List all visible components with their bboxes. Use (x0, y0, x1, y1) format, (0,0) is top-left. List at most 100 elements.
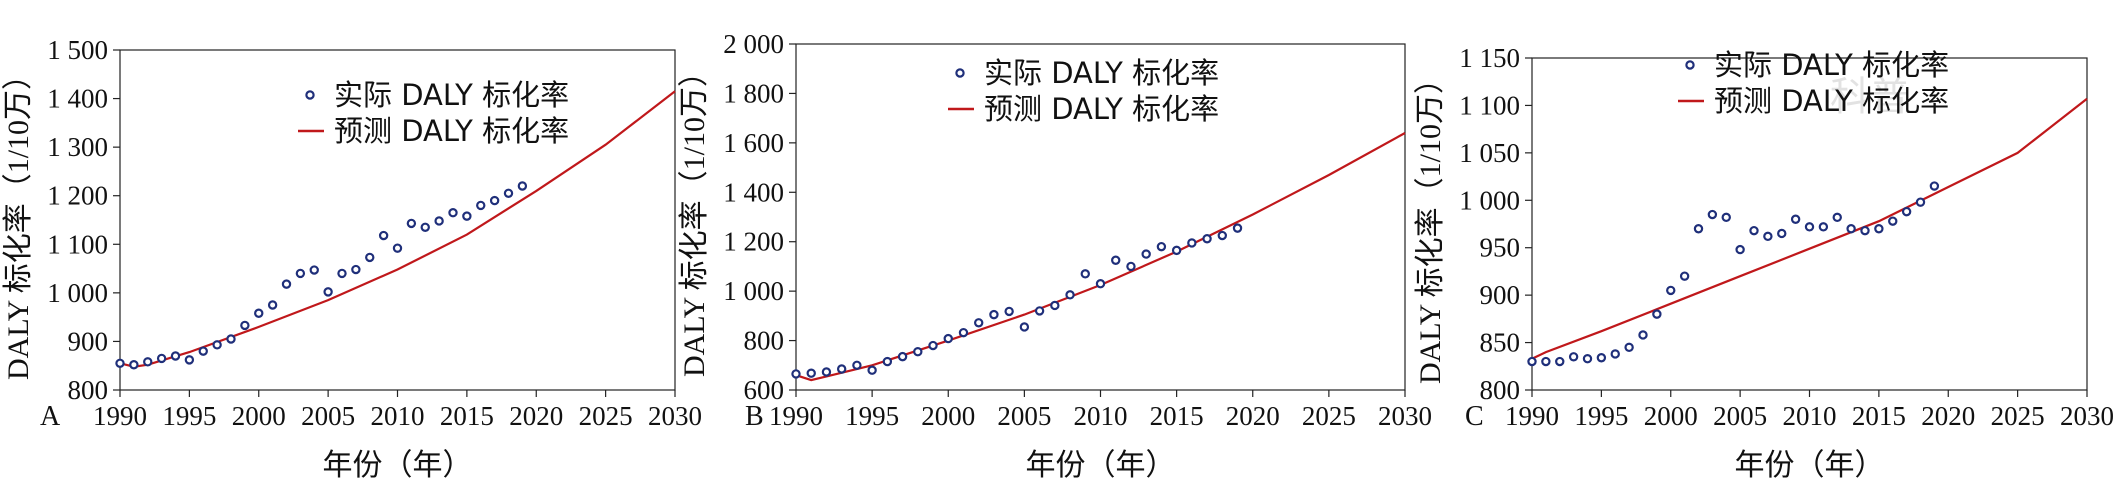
observed-point (1624, 342, 1634, 353)
y-tick-label: 850 (1480, 328, 1521, 358)
x-axis-title: 年份（年） (1735, 449, 1885, 482)
x-tick-label: 2025 (579, 401, 633, 431)
y-tick-label: 1 100 (47, 229, 108, 259)
legend-marker-observed (955, 68, 965, 78)
observed-point (129, 360, 139, 370)
observed-point (1832, 212, 1842, 223)
observed-point (1693, 224, 1704, 234)
observed-point (1050, 300, 1060, 311)
observed-point (1232, 223, 1243, 233)
observed-point (212, 340, 222, 350)
observed-point (448, 208, 458, 218)
predicted-line (795, 132, 1406, 382)
y-tick-label: 1 150 (1459, 43, 1520, 73)
observed-point (989, 309, 999, 320)
x-tick-label: 1995 (845, 401, 899, 431)
y-tick-label: 1 200 (47, 181, 108, 211)
y-tick-label: 2 000 (723, 29, 784, 59)
observed-point (1156, 241, 1167, 252)
x-tick-label: 2010 (371, 401, 425, 431)
x-tick-label: 1990 (769, 401, 823, 431)
observed-point (1541, 356, 1551, 367)
y-tick-label: 1 200 (723, 227, 784, 257)
y-tick-label: 1 050 (1459, 138, 1520, 168)
x-tick-label: 2015 (1852, 401, 1906, 431)
observed-point (1749, 225, 1759, 236)
y-tick-label: 1 100 (1459, 90, 1520, 120)
observed-point (1777, 228, 1787, 239)
observed-point (198, 346, 208, 356)
observed-point (1666, 285, 1676, 296)
x-tick-label: 2020 (1226, 401, 1280, 431)
panel-label: B (745, 401, 764, 432)
panel-label: C (1465, 401, 1484, 432)
x-tick-label: 2010 (1783, 401, 1837, 431)
observed-point (882, 356, 893, 367)
observed-point (791, 369, 801, 379)
observed-point (295, 268, 306, 279)
observed-point (337, 268, 347, 279)
observed-point (1638, 330, 1648, 340)
observed-point (1915, 197, 1926, 207)
observed-point (1141, 249, 1151, 259)
observed-point (1818, 222, 1829, 232)
y-tick-label: 1 400 (47, 84, 108, 114)
observed-point (1888, 216, 1898, 226)
observed-point (254, 308, 264, 318)
x-tick-label: 2020 (509, 401, 563, 431)
observed-point (143, 357, 153, 367)
observed-point (309, 265, 319, 275)
observed-point (1679, 271, 1690, 281)
observed-point (928, 340, 938, 351)
observed-point (1065, 290, 1075, 300)
y-tick-label: 800 (1480, 375, 1521, 405)
observed-point (1171, 245, 1182, 256)
observed-point (184, 355, 195, 365)
observed-point (503, 188, 514, 198)
observed-point (267, 300, 278, 310)
observed-point (1929, 181, 1940, 191)
legend-label-predicted: 预测 DALY 标化率 (1714, 84, 1949, 118)
observed-point (1582, 353, 1593, 364)
x-tick-label: 2005 (301, 401, 355, 431)
observed-point (1126, 261, 1136, 272)
y-axis-title: DALY 标化率（1/10万） (2, 60, 35, 380)
x-tick-label: 2000 (921, 401, 975, 431)
observed-point (1846, 224, 1856, 234)
observed-point (489, 195, 500, 206)
observed-point (240, 320, 250, 331)
predicted-line (119, 90, 676, 368)
x-tick-label: 2030 (648, 401, 702, 431)
observed-point (517, 181, 528, 191)
observed-point (323, 287, 333, 297)
x-tick-label: 1990 (1505, 401, 1559, 431)
x-tick-label: 2010 (1074, 401, 1128, 431)
watermark: 科普 (1830, 74, 1910, 120)
observed-point (913, 346, 923, 357)
y-tick-label: 1 500 (47, 35, 108, 65)
y-tick-label: 1 300 (47, 132, 108, 162)
observed-point (476, 200, 486, 211)
legend-label-predicted: 预测 DALY 标化率 (334, 114, 569, 148)
x-axis-title: 年份（年） (323, 449, 473, 482)
observed-point (1187, 238, 1197, 248)
observed-point (836, 364, 847, 374)
y-tick-label: 800 (68, 375, 109, 405)
observed-point (1707, 209, 1718, 220)
observed-point (1874, 224, 1884, 234)
x-tick-label: 1990 (93, 401, 147, 431)
legend-label-observed: 实际 DALY 标化率 (1714, 48, 1949, 82)
y-tick-label: 900 (68, 326, 109, 356)
x-tick-label: 2005 (997, 401, 1051, 431)
observed-point (115, 358, 125, 368)
observed-point (1901, 206, 1912, 217)
observed-point (378, 230, 389, 241)
y-tick-label: 1 000 (1459, 185, 1520, 215)
observed-point (1804, 222, 1815, 232)
observed-point (281, 279, 292, 289)
observed-point (1034, 306, 1045, 316)
legend-label-observed: 实际 DALY 标化率 (984, 56, 1219, 90)
observed-point (897, 351, 908, 362)
observed-point (226, 334, 236, 344)
observed-point (1095, 279, 1106, 289)
